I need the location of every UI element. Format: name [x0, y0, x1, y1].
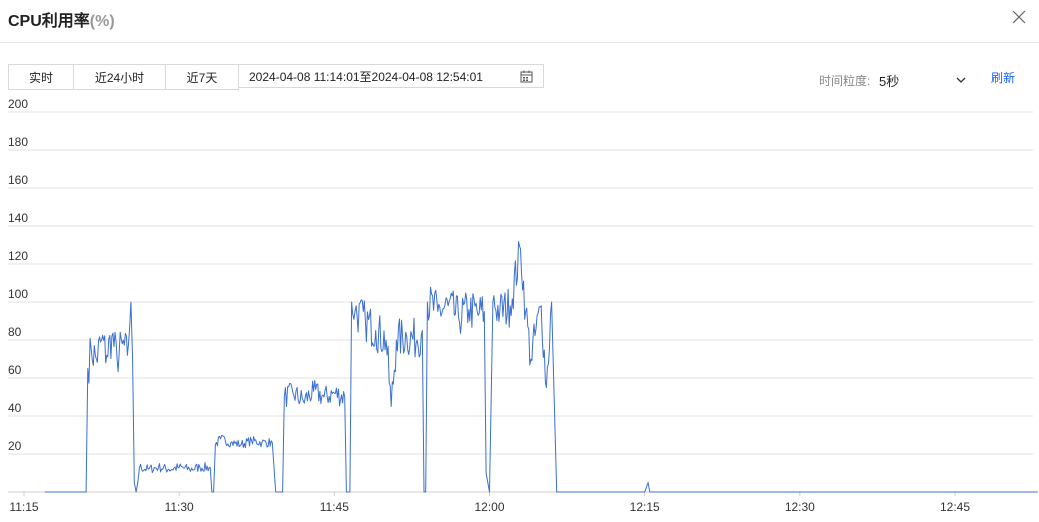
title-unit: (%) — [89, 13, 115, 30]
last-24h-button[interactable]: 近24小时 — [74, 64, 166, 90]
y-tick-label: 180 — [8, 135, 28, 149]
close-button[interactable] — [1007, 5, 1031, 29]
x-tick-label: 12:15 — [630, 500, 660, 514]
calendar-icon — [520, 70, 533, 83]
title-text: CPU利用率 — [8, 13, 90, 30]
x-tick-label: 11:30 — [165, 500, 194, 514]
y-axis-ticks: 20 40 60 80 100 120 140 160 180 200 — [8, 97, 28, 453]
x-tick-label: 11:45 — [320, 500, 349, 514]
date-range-picker[interactable]: 2024-04-08 11:14:01至2024-04-08 12:54:01 — [239, 64, 544, 88]
y-tick-label: 40 — [8, 401, 22, 415]
series-line-0 — [44, 241, 1038, 493]
chevron-down-icon[interactable] — [955, 75, 967, 85]
x-axis-ticks: 11:15 11:30 11:45 12:00 12:15 12:30 12:45 — [9, 492, 970, 514]
granularity-label: 时间粒度: — [819, 74, 871, 88]
y-tick-label: 200 — [8, 97, 28, 111]
y-tick-label: 160 — [8, 173, 28, 187]
refresh-button[interactable]: 刷新 — [991, 71, 1016, 85]
last-7d-button[interactable]: 近7天 — [166, 64, 239, 90]
realtime-button[interactable]: 实时 — [8, 64, 74, 90]
page-title: CPU利用率(%) — [8, 7, 115, 31]
x-tick-label: 12:45 — [940, 500, 970, 514]
series-layer — [44, 241, 1038, 493]
dialog-header: CPU利用率(%) — [0, 0, 1039, 43]
x-tick-label: 12:30 — [785, 500, 815, 514]
y-tick-label: 60 — [8, 363, 22, 377]
y-tick-label: 140 — [8, 211, 28, 225]
grid-lines — [8, 111, 1033, 493]
date-range-text: 2024-04-08 11:14:01至2024-04-08 12:54:01 — [249, 69, 483, 84]
y-tick-label: 120 — [8, 249, 28, 263]
close-icon — [1012, 10, 1026, 24]
time-range-toolbar: 实时 近24小时 近7天 2024-04-08 11:14:01至2024-04… — [8, 64, 544, 90]
y-tick-label: 20 — [8, 439, 22, 453]
x-tick-label: 11:15 — [9, 500, 38, 514]
x-tick-label: 12:00 — [474, 500, 504, 514]
y-tick-label: 80 — [8, 325, 22, 339]
granularity-select[interactable]: 5秒 — [879, 74, 900, 89]
y-tick-label: 100 — [8, 287, 28, 301]
